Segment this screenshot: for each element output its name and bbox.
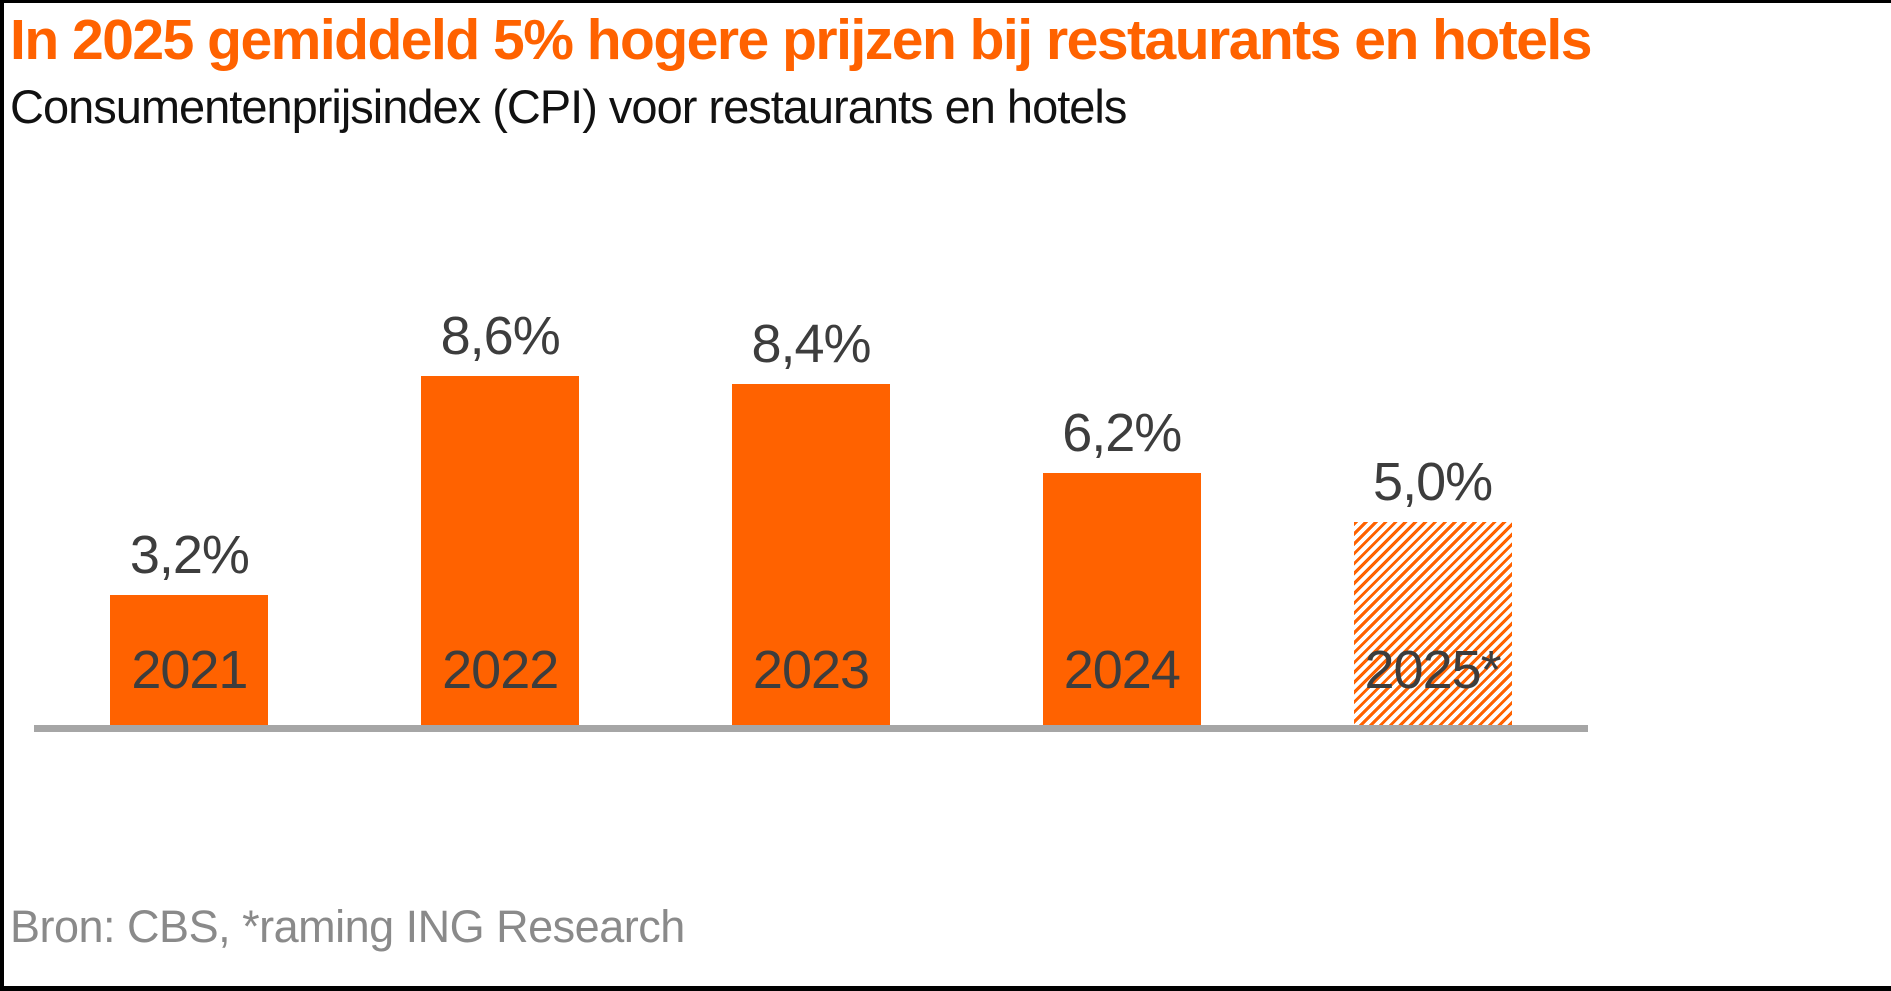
chart-subtitle: Consumentenprijsindex (CPI) voor restaur… bbox=[10, 80, 1127, 133]
bar-slot-2025: 5,0% bbox=[1277, 163, 1588, 725]
bar-value-label: 6,2% bbox=[1062, 403, 1182, 463]
bar-2025 bbox=[1353, 522, 1512, 725]
x-axis-label-2024: 2024 bbox=[1063, 640, 1181, 700]
bar-value-label: 8,6% bbox=[440, 306, 561, 366]
bar-value-label: 3,2% bbox=[129, 525, 250, 585]
bar-slot-2023: 8,4% bbox=[656, 163, 967, 725]
bar-2022 bbox=[421, 376, 580, 725]
bar-2023 bbox=[731, 384, 890, 725]
chart-title: In 2025 gemiddeld 5% hogere prijzen bij … bbox=[10, 8, 1592, 72]
bar-2024 bbox=[1042, 473, 1201, 725]
x-axis-label-2025: 2025* bbox=[1364, 640, 1502, 700]
bar-slot-2024: 6,2% bbox=[966, 163, 1277, 725]
x-axis-labels: 2021 2022 2023 2024 2025* bbox=[34, 643, 1588, 697]
x-axis-label-2023: 2023 bbox=[752, 640, 870, 700]
x-axis-label-2021: 2021 bbox=[131, 640, 248, 700]
bar-value-label: 8,4% bbox=[751, 314, 871, 374]
x-axis-label-2022: 2022 bbox=[442, 640, 559, 700]
bar-2021 bbox=[110, 595, 269, 725]
source-note: Bron: CBS, *raming ING Research bbox=[10, 901, 685, 952]
bar-value-label: 5,0% bbox=[1373, 452, 1493, 512]
bar-slot-2022: 8,6% bbox=[345, 163, 656, 725]
plot-area: 3,2% 8,6% 8,4% 6,2% 5,0% bbox=[34, 163, 1588, 725]
bar-slot-2021: 3,2% bbox=[34, 163, 345, 725]
x-axis-baseline bbox=[34, 725, 1588, 732]
